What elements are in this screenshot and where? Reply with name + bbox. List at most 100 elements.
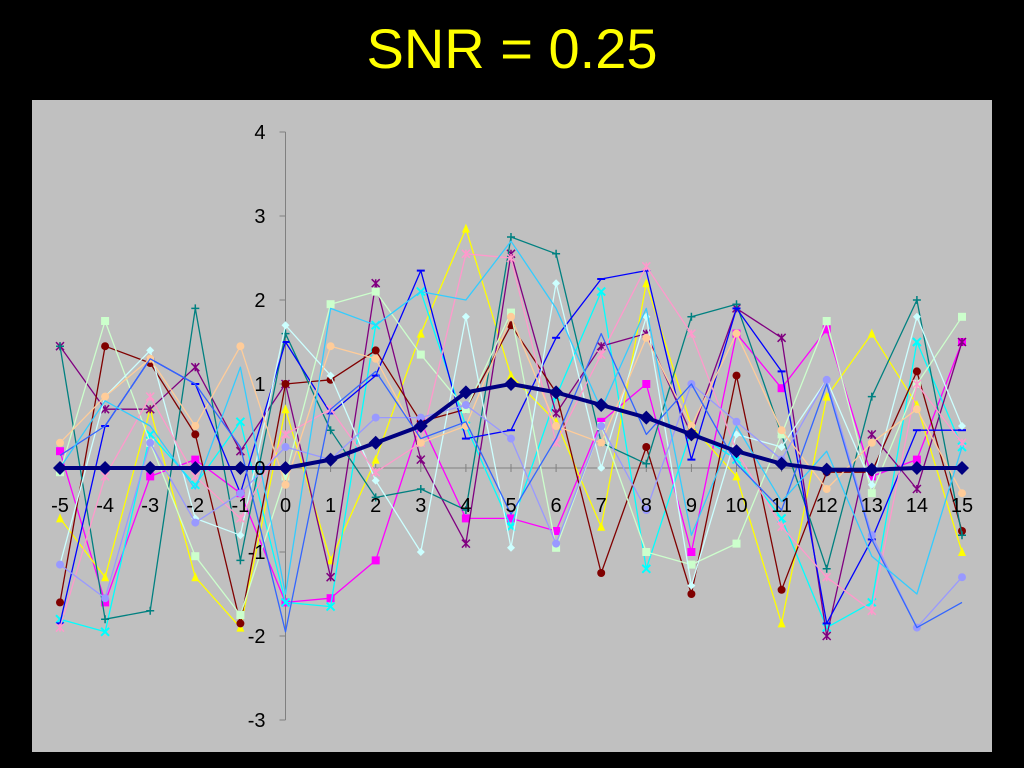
data-point — [56, 513, 64, 523]
x-tick-label: -3 — [141, 495, 159, 517]
data-point — [371, 287, 380, 296]
data-point — [639, 410, 654, 425]
series-group — [53, 223, 969, 641]
series-line — [59, 240, 963, 595]
data-point — [777, 522, 787, 532]
data-point — [55, 623, 65, 633]
x-tick-label: 7 — [596, 495, 607, 517]
data-point — [822, 391, 831, 401]
data-point — [822, 564, 831, 573]
data-point — [732, 329, 741, 338]
data-point — [236, 342, 245, 351]
data-point — [278, 461, 293, 475]
data-point — [53, 461, 67, 475]
data-point — [236, 611, 245, 619]
data-point — [236, 489, 245, 498]
data-point — [507, 434, 515, 443]
data-point — [822, 325, 831, 334]
data-point — [371, 278, 381, 288]
data-point — [146, 346, 155, 355]
series — [53, 377, 969, 477]
data-point — [325, 601, 336, 612]
data-point — [504, 377, 518, 391]
data-point — [101, 615, 110, 624]
data-point — [507, 233, 515, 241]
series — [56, 233, 966, 624]
x-tick-label: 2 — [370, 495, 381, 517]
data-point — [777, 333, 787, 343]
data-point — [326, 594, 335, 603]
data-point — [461, 422, 470, 430]
data-point — [416, 438, 425, 447]
y-tick-label: -1 — [248, 542, 266, 564]
data-point — [958, 489, 966, 498]
y-tick-label: -2 — [248, 626, 266, 648]
data-point — [281, 380, 290, 388]
x-tick-label: 10 — [725, 495, 747, 517]
data-point — [867, 606, 877, 616]
x-tick-label: 15 — [951, 495, 973, 517]
data-point — [323, 452, 338, 467]
data-point — [777, 618, 786, 628]
data-point — [912, 337, 922, 347]
x-tick-label: -1 — [232, 495, 250, 517]
data-point — [732, 300, 741, 309]
data-point — [507, 308, 515, 317]
data-point — [416, 485, 425, 493]
slide-title: SNR = 0.25 — [366, 17, 658, 80]
data-point — [461, 401, 470, 409]
data-point — [597, 569, 606, 577]
data-point — [326, 300, 335, 309]
data-point — [777, 426, 786, 435]
data-point — [507, 514, 515, 523]
data-point — [371, 493, 380, 502]
data-point — [955, 461, 969, 475]
data-point — [281, 480, 290, 489]
data-point — [552, 539, 561, 548]
data-point — [912, 296, 921, 304]
data-point — [56, 342, 64, 351]
data-point — [281, 321, 290, 330]
data-point — [191, 552, 200, 561]
data-point — [777, 585, 786, 594]
data-point — [687, 312, 696, 321]
data-point — [371, 476, 380, 485]
data-point — [958, 573, 966, 582]
data-point — [191, 430, 200, 439]
data-point — [191, 455, 200, 464]
data-point — [552, 527, 561, 535]
data-point — [864, 462, 879, 477]
data-point — [98, 461, 113, 475]
data-point — [236, 556, 245, 565]
x-tick-label: 9 — [686, 495, 697, 517]
data-point — [461, 506, 470, 514]
data-point — [687, 581, 696, 590]
y-tick-label: 4 — [254, 122, 265, 144]
data-point — [235, 513, 245, 523]
data-point — [551, 408, 561, 418]
data-point — [145, 404, 155, 414]
data-point — [732, 417, 741, 426]
data-point — [507, 543, 515, 552]
data-point — [732, 539, 741, 548]
data-point — [596, 350, 606, 360]
y-tick-label: 3 — [254, 206, 265, 228]
data-point — [912, 312, 921, 321]
data-point — [458, 385, 473, 400]
data-point — [416, 328, 425, 338]
data-point — [188, 461, 203, 475]
data-point — [642, 443, 651, 451]
data-point — [777, 443, 786, 451]
data-point — [597, 417, 606, 426]
data-point — [912, 484, 922, 494]
data-point — [235, 417, 246, 427]
data-point — [958, 422, 966, 430]
data-point — [281, 472, 290, 481]
data-point — [56, 438, 64, 447]
data-point — [280, 597, 291, 608]
data-point — [777, 384, 786, 393]
data-point — [101, 598, 110, 607]
data-point — [867, 392, 876, 401]
x-tick-label: 6 — [551, 495, 562, 517]
x-tick-label: 1 — [325, 495, 336, 517]
